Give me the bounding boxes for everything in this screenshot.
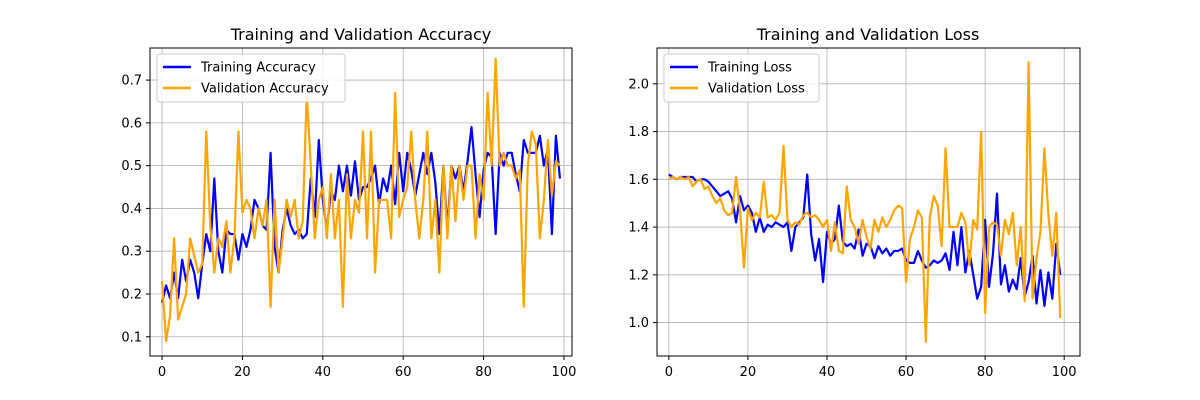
loss-series-validation-line xyxy=(668,61,1062,343)
accuracy-chart: Training and Validation Accuracy 0 20 40 60… xyxy=(121,25,576,380)
loss-x-tick-label-3: 60 xyxy=(898,365,915,380)
accuracy-x-tick-label-0: 0 xyxy=(158,365,166,380)
accuracy-y-tick-label-5: 0.6 xyxy=(121,116,142,131)
loss-y-tick-label-1: 1.2 xyxy=(628,268,649,283)
loss-legend-label-1: Validation Loss xyxy=(708,82,805,97)
accuracy-y-tick-label-3: 0.4 xyxy=(121,202,142,217)
loss-x-tick-label-1: 20 xyxy=(740,365,757,380)
loss-y-tick-label-2: 1.4 xyxy=(628,221,649,236)
loss-x-tick-label-4: 80 xyxy=(977,365,994,380)
accuracy-y-tick-label-0: 0.1 xyxy=(121,330,142,345)
accuracy-plot-frame xyxy=(149,47,573,357)
accuracy-legend xyxy=(156,53,346,103)
loss-legend-label-0: Training Loss xyxy=(707,61,792,76)
loss-plot-frame xyxy=(656,47,1081,357)
loss-x-tick-label-2: 40 xyxy=(819,365,836,380)
accuracy-legend-label-1: Validation Accuracy xyxy=(201,82,329,97)
loss-y-tick-label-3: 1.6 xyxy=(628,173,649,188)
accuracy-x-tick-label-4: 80 xyxy=(475,365,492,380)
loss-chart-title: Training and Validation Loss xyxy=(756,25,980,44)
loss-legend xyxy=(663,53,820,103)
loss-x-tick-label-5: 100 xyxy=(1052,365,1077,380)
loss-y-tick-label-5: 2.0 xyxy=(628,77,649,92)
accuracy-y-tick-label-6: 0.7 xyxy=(121,74,142,89)
loss-x-tick-label-0: 0 xyxy=(665,365,673,380)
accuracy-y-tick-label-4: 0.5 xyxy=(121,159,142,174)
accuracy-y-tick-label-2: 0.3 xyxy=(121,245,142,260)
accuracy-x-tick-label-1: 20 xyxy=(234,365,251,380)
accuracy-y-tick-label-1: 0.2 xyxy=(121,287,142,302)
loss-y-tick-label-0: 1.0 xyxy=(628,316,649,331)
accuracy-x-tick-label-5: 100 xyxy=(552,365,577,380)
accuracy-series-validation-line xyxy=(160,57,561,343)
loss-chart: Training and Validation Loss 0 20 40 60 80 10… xyxy=(628,25,1081,380)
accuracy-x-tick-label-3: 60 xyxy=(395,365,412,380)
accuracy-chart-title: Training and Validation Accuracy xyxy=(230,25,492,44)
accuracy-x-tick-label-2: 40 xyxy=(315,365,332,380)
loss-y-tick-label-4: 1.8 xyxy=(628,125,649,140)
accuracy-legend-label-0: Training Accuracy xyxy=(200,61,316,76)
